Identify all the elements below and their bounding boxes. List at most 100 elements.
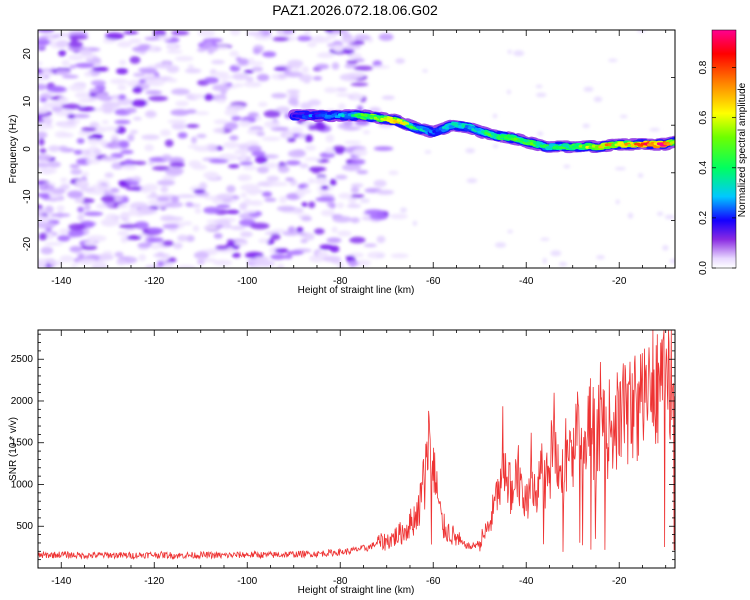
y-tick-label: -10 [22, 189, 33, 204]
noise-blob [243, 69, 254, 74]
noise-blob [216, 98, 226, 104]
noise-blob [231, 115, 242, 121]
noise-blob [193, 251, 209, 259]
noise-blob [344, 63, 357, 69]
noise-blob [315, 196, 336, 202]
ridge-segment [448, 124, 455, 129]
noise-blob [132, 46, 149, 52]
noise-blob [92, 66, 109, 72]
noise-blob [80, 244, 98, 251]
noise-blob [376, 235, 386, 244]
noise-blob [215, 45, 229, 50]
noise-blob [305, 145, 317, 151]
noise-blob [130, 129, 138, 135]
noise-blob [67, 113, 77, 119]
noise-blob [38, 162, 51, 168]
noise-blob [424, 150, 432, 154]
noise-blob [298, 133, 306, 139]
noise-blob [247, 112, 259, 118]
noise-blob [342, 36, 356, 44]
colorbar-tick-label: 0.8 [698, 60, 709, 74]
snr-panel: -140 -120 -100 -80 -60 -40 -20 500 1000 1500 2000… [8, 329, 676, 596]
noise-blob [38, 106, 49, 114]
noise-blob [83, 149, 91, 155]
noise-blob [614, 167, 627, 171]
noise-blob [157, 261, 165, 266]
noise-blob [148, 95, 168, 102]
noise-blob [230, 225, 246, 231]
noise-blob [272, 228, 286, 233]
colorbar-ticks: 0.0 0.2 0.4 0.6 0.8 [698, 60, 736, 275]
noise-blob [78, 98, 93, 103]
noise-blob [300, 102, 312, 110]
noise-blob [216, 204, 231, 209]
noise-blob [400, 207, 407, 213]
noise-blob [73, 113, 90, 119]
noise-blob [128, 38, 142, 44]
noise-blob [395, 58, 406, 64]
spectrogram-x-label: Height of straight line (km) [298, 285, 415, 296]
noise-blob [38, 61, 43, 66]
noise-blob [507, 49, 512, 55]
noise-blob [317, 191, 330, 195]
noise-blob [163, 201, 184, 208]
noise-blob [465, 148, 476, 154]
noise-blob [234, 242, 248, 246]
noise-blob [141, 70, 159, 75]
colorbar-tick-label: 0.2 [698, 211, 709, 225]
noise-blob [251, 66, 264, 72]
noise-blob [38, 39, 51, 46]
ridge-segment [471, 128, 478, 133]
noise-blob [349, 260, 356, 268]
noise-blob [38, 232, 48, 241]
noise-blob [229, 50, 239, 57]
noise-blob [90, 80, 106, 86]
y-tick-label: 1500 [11, 438, 34, 449]
noise-blob [144, 110, 157, 118]
noise-blob [311, 168, 321, 174]
noise-blob [167, 257, 177, 263]
noise-blob [228, 164, 240, 169]
noise-blob [116, 259, 127, 265]
ridge-segment [507, 134, 514, 139]
noise-blob [117, 98, 133, 106]
noise-blob [90, 184, 108, 191]
noise-blob [350, 194, 365, 199]
noise-blob [251, 150, 266, 157]
noise-blob [74, 197, 84, 204]
noise-blob [304, 134, 313, 143]
ridge-segment [415, 125, 423, 130]
noise-blob [137, 242, 152, 248]
noise-blob [150, 244, 161, 250]
y-tick-label: 0 [22, 146, 33, 152]
noise-blob [348, 196, 357, 204]
noise-blob [215, 245, 229, 250]
noise-blob [303, 30, 311, 36]
noise-blob [615, 199, 620, 205]
noise-blob [38, 83, 48, 91]
noise-blob [205, 40, 213, 47]
noise-blob [51, 187, 66, 195]
noise-blob [316, 52, 335, 59]
noise-blob [38, 208, 49, 215]
noise-blob [182, 221, 193, 226]
noise-blob [287, 59, 304, 68]
noise-blob [118, 141, 130, 149]
noise-blob [152, 166, 171, 171]
noise-blob [307, 42, 317, 48]
ridge-segment [500, 134, 507, 138]
noise-blob [356, 170, 369, 175]
noise-blob [213, 233, 223, 239]
noise-blob [254, 156, 268, 164]
noise-blob [102, 107, 114, 114]
noise-blob [344, 140, 362, 145]
noise-blob [163, 262, 174, 268]
noise-blob [258, 238, 270, 244]
noise-blob [238, 143, 250, 150]
noise-blob [224, 108, 239, 117]
colorbar-tick-label: 0.4 [698, 160, 709, 174]
noise-blob [507, 229, 513, 234]
noise-blob [245, 141, 260, 146]
noise-blob [109, 78, 128, 85]
noise-blob [192, 225, 200, 232]
